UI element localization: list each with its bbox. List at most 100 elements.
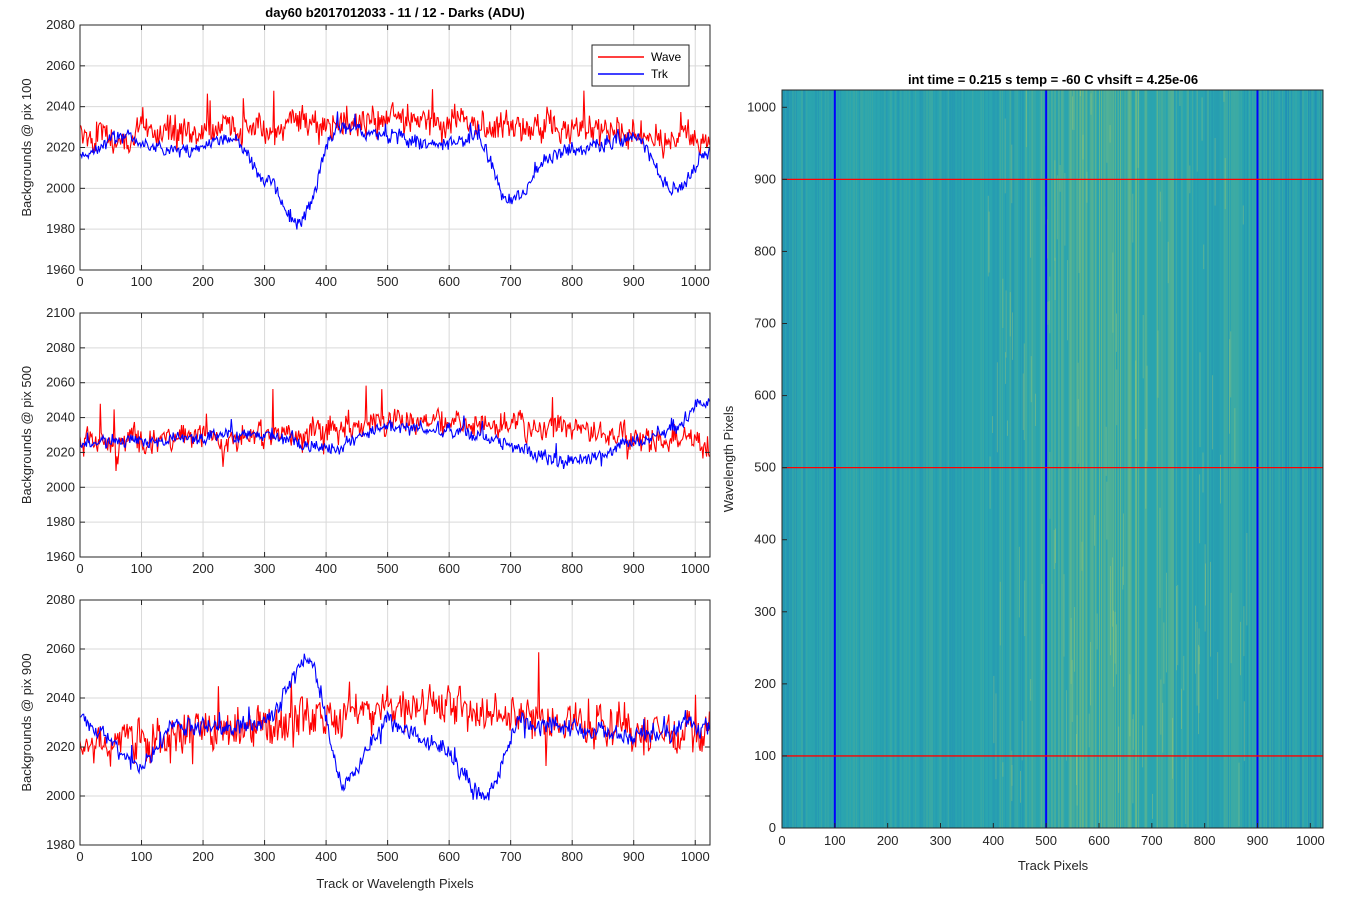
- heatmap-column: [1051, 90, 1053, 828]
- heatmap-column: [1286, 90, 1288, 828]
- heatmap-column: [1155, 90, 1157, 828]
- y-tick-label: 200: [754, 676, 776, 691]
- heatmap-column: [1217, 90, 1219, 828]
- heatmap-column: [1095, 90, 1097, 828]
- y-tick-label: 2040: [46, 690, 75, 705]
- heatmap-column: [1006, 90, 1007, 828]
- heatmap-x-axis-label: Track Pixels: [1018, 858, 1089, 873]
- heatmap-column: [1277, 90, 1279, 828]
- heatmap-column: [950, 90, 952, 828]
- heatmap-column: [1159, 90, 1161, 828]
- heatmap-column: [816, 90, 818, 828]
- heatmap-column: [802, 90, 804, 828]
- y-tick-label: 2000: [46, 479, 75, 494]
- heatmap-column: [831, 90, 833, 828]
- heatmap-column: [1194, 90, 1196, 828]
- heatmap-column: [1073, 90, 1075, 828]
- heatmap-column: [1063, 90, 1065, 828]
- y-tick-label: 1980: [46, 514, 75, 529]
- x-tick-label: 300: [254, 849, 276, 864]
- heatmap-column: [1128, 90, 1130, 828]
- x-tick-label: 800: [561, 561, 583, 576]
- heatmap-column: [862, 90, 864, 828]
- heatmap-column: [1212, 90, 1214, 828]
- heatmap-column: [1167, 90, 1169, 828]
- heatmap-column: [790, 90, 792, 828]
- x-tick-label: 700: [500, 849, 522, 864]
- heatmap-column: [1013, 90, 1015, 828]
- heatmap-column: [922, 90, 924, 828]
- heatmap-column: [1204, 90, 1206, 828]
- heatmap-column: [1259, 90, 1261, 828]
- heatmap-column: [1096, 90, 1098, 828]
- heatmap-column: [905, 90, 907, 828]
- heatmap-column: [1229, 90, 1231, 828]
- heatmap-column: [1309, 90, 1311, 828]
- heatmap-column: [923, 90, 925, 828]
- heatmap-column: [1039, 90, 1040, 828]
- heatmap-column: [1290, 90, 1291, 828]
- heatmap-column: [928, 90, 929, 828]
- heatmap-column: [1177, 90, 1179, 828]
- heatmap-column: [1249, 90, 1251, 828]
- series-line-trk: [80, 653, 710, 801]
- heatmap-column: [1024, 90, 1026, 828]
- heatmap-column: [1284, 90, 1285, 828]
- heatmap-column: [1265, 90, 1266, 828]
- heatmap-column: [819, 90, 821, 828]
- heatmap-column: [944, 90, 945, 828]
- heatmap-column: [1318, 90, 1320, 828]
- heatmap-column: [1122, 90, 1124, 828]
- heatmap-column: [1270, 90, 1272, 828]
- heatmap-column: [947, 90, 948, 828]
- heatmap-column: [795, 90, 797, 828]
- legend-wave-label: Wave: [651, 50, 682, 64]
- heatmap-column: [1258, 90, 1260, 828]
- heatmap-column: [1124, 90, 1126, 828]
- heatmap-column: [921, 90, 923, 828]
- heatmap-column: [846, 90, 848, 828]
- heatmap-column: [1071, 90, 1073, 828]
- heatmap-column: [1167, 90, 1168, 828]
- heatmap-column: [826, 90, 828, 828]
- heatmap-column: [823, 90, 825, 828]
- y-tick-label: 100: [754, 748, 776, 763]
- x-tick-label: 600: [1088, 833, 1110, 848]
- y-tick-label: 1980: [46, 221, 75, 236]
- heatmap-column: [974, 90, 975, 828]
- heatmap-column: [813, 90, 815, 828]
- heatmap-column: [990, 90, 992, 828]
- y-tick-label: 2080: [46, 340, 75, 355]
- heatmap-column: [1019, 90, 1021, 828]
- heatmap-column: [876, 90, 878, 828]
- heatmap-column: [918, 90, 919, 828]
- heatmap-column: [1200, 90, 1201, 828]
- heatmap-column: [1008, 90, 1010, 828]
- heatmap-column: [1139, 90, 1140, 828]
- heatmap-column: [1238, 90, 1240, 828]
- heatmap-column: [1041, 90, 1043, 828]
- heatmap-column: [1082, 90, 1084, 828]
- heatmap-column: [1162, 90, 1164, 828]
- heatmap-column: [1107, 90, 1109, 828]
- heatmap-column: [812, 90, 813, 828]
- heatmap-column: [1044, 90, 1045, 828]
- heatmap-column: [928, 90, 930, 828]
- heatmap-column: [1121, 90, 1123, 828]
- heatmap-column: [941, 90, 943, 828]
- heatmap-column: [1237, 90, 1239, 828]
- heatmap-column: [851, 90, 852, 828]
- heatmap-column: [1067, 90, 1069, 828]
- heatmap-column: [1150, 90, 1152, 828]
- heatmap-column: [879, 90, 880, 828]
- heatmap-column: [1052, 90, 1054, 828]
- heatmap-column: [937, 90, 939, 828]
- heatmap-column: [1187, 90, 1189, 828]
- heatmap-column: [1001, 90, 1003, 828]
- heatmap-column: [1005, 90, 1007, 828]
- heatmap-column: [881, 90, 882, 828]
- heatmap-column: [1186, 90, 1188, 828]
- heatmap-column: [906, 90, 908, 828]
- heatmap-column: [1288, 90, 1290, 828]
- heatmap-column: [852, 90, 854, 828]
